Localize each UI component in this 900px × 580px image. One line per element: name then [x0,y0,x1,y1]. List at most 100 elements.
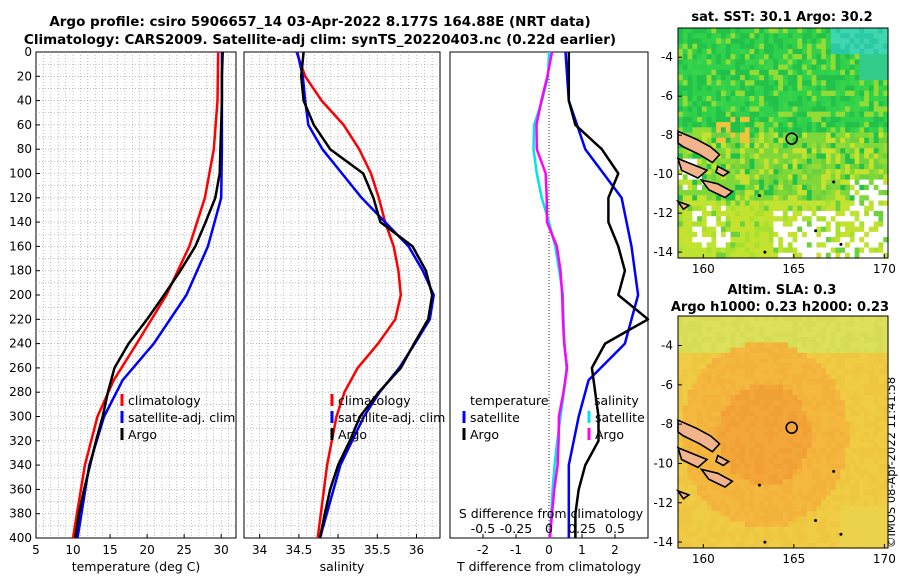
sla-map-cell [873,505,880,512]
sla-map-cell [878,511,884,517]
sst-map-cell [701,127,708,134]
sla-map-cell [787,432,794,438]
sst-map-cell [783,28,789,34]
sla-map-cell [797,442,803,449]
sla-map-cell [854,331,860,338]
sst-map-cell [806,179,813,186]
sla-map-cell [692,542,698,549]
sla-map-cell [816,432,822,438]
sst-map-cell [835,38,841,45]
sla-map-cell [821,490,827,496]
sst-map-cell [825,101,832,108]
sla-map-ytick-label: -14 [653,535,673,549]
sst-map-cell [821,190,827,196]
sst-map-cell [787,59,794,66]
sla-map-cell [859,468,865,475]
sla-map-cell [716,352,722,359]
sst-map-cell [740,85,746,92]
sla-map-cell [825,337,832,343]
sst-map-cell [740,226,746,233]
sst-map-cell [835,111,841,118]
sla-map-cell [859,511,865,517]
sst-map-cell [687,106,693,113]
sla-map-cell [749,352,755,359]
sst-map-cell [854,43,860,50]
sst-map-cell [759,237,765,243]
sst-map-cell [754,101,760,108]
sst-map-cell [840,48,846,55]
sst-map-cell [835,95,841,102]
sst-map-cell [692,226,698,233]
sst-map-cell [754,221,760,228]
sst-map-cell [678,48,684,55]
sst-map-cell [830,54,837,60]
sla-map-cell [845,479,851,486]
sst-map-cell [849,148,856,155]
sla-map-cell [787,511,794,517]
sst-map-cell [773,252,779,259]
sst-map-cell [692,221,698,228]
sla-map-cell [773,368,779,375]
sst-map-cell [845,190,851,196]
sst-map-cell [868,190,875,196]
sla-map-cell [759,368,765,375]
sla-map-cell [864,468,870,475]
sla-map-cell [806,416,813,423]
sla-map-cell [716,437,722,444]
sst-map-cell [768,69,775,76]
sst-map-cell [701,226,708,233]
sla-map-cell [711,358,717,365]
sla-map-cell [811,405,818,412]
sst-map-cell [802,252,808,259]
sst-map-cell [730,38,736,45]
sst-map-cell [849,28,856,34]
sst-map-cell [802,205,808,212]
sst-map-cell [778,169,784,175]
sst-map-cell [830,210,837,217]
sst-map-cell [763,127,770,134]
sla-map-cell [806,447,813,454]
sst-map-cell [816,64,822,71]
sst-map-cell [835,158,841,165]
sst-map-cell [802,43,808,50]
sla-map-cell [845,352,851,359]
sst-map-cell [845,33,851,40]
difference-profile-series-s-argo [535,51,569,539]
sla-map-cell [854,374,860,380]
sst-map-cell [740,190,746,196]
sst-map-cell [868,252,875,259]
sla-map-cell [754,321,760,328]
sla-map-cell [821,432,827,438]
sla-map-cell [678,374,684,380]
sst-map-cell [840,43,846,50]
sst-map-cell [873,132,880,139]
sla-map-cell [835,511,841,517]
sla-map-cell [706,511,713,517]
sst-map-cell [878,163,884,170]
sla-map-cell [735,342,741,349]
sst-map-cell [735,137,741,144]
sla-map-cell [744,442,751,449]
sst-map-cell [797,210,803,217]
sla-map-cell [797,400,803,407]
sst-map-cell [821,174,827,181]
sst-map-cell [864,137,870,144]
sla-map-cell [864,500,870,507]
sla-map-cell [787,500,794,507]
sla-map-cell [768,537,775,544]
sla-map-cell [883,421,889,428]
sla-map-cell [697,447,703,454]
sla-map-cell [840,526,846,533]
sla-map-cell [759,384,765,391]
sla-map-cell [883,490,889,496]
sla-map-cell [802,537,808,544]
sst-map-cell [749,64,755,71]
sla-map-cell [821,521,827,528]
sla-map-island [676,446,709,469]
sst-map-cell [873,80,880,87]
sst-map-cell [692,28,698,34]
sla-map-cell [697,421,703,428]
sla-map-cell [878,384,884,391]
sst-map-cell [868,148,875,155]
sla-map-cell [716,484,722,491]
